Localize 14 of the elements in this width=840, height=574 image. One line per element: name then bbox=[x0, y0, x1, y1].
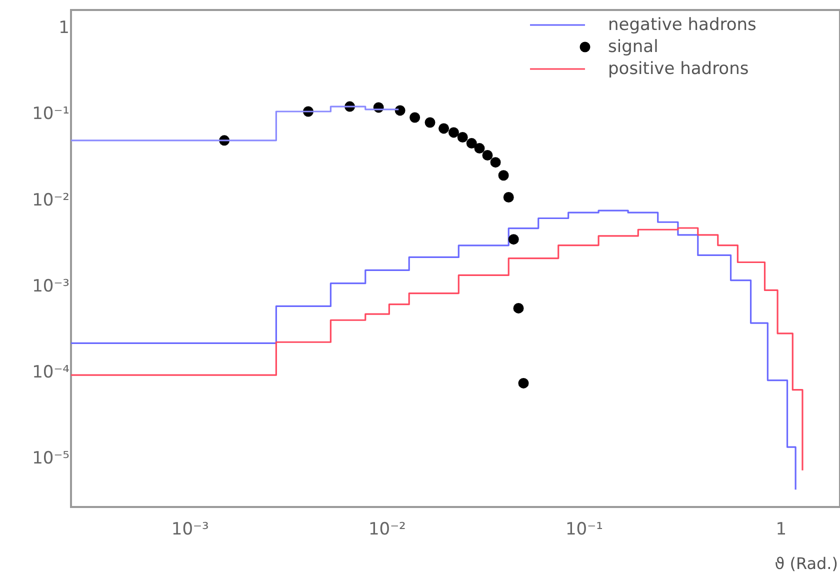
x-tick-label: 10⁻³ bbox=[171, 520, 209, 540]
y-tick-label: 10⁻² bbox=[32, 190, 70, 210]
x-axis-title: ϑ (Rad.) bbox=[774, 554, 838, 573]
legend-label: negative hadrons bbox=[608, 15, 757, 35]
x-tick-label: 1 bbox=[776, 520, 787, 540]
x-tick-label: 10⁻² bbox=[368, 520, 406, 540]
y-tick-label: 10⁻³ bbox=[32, 276, 70, 296]
y-tick-label: 1 bbox=[58, 18, 70, 38]
y-tick-label: 10⁻¹ bbox=[32, 104, 70, 124]
legend-label: signal bbox=[608, 37, 658, 57]
x-tick-label: 10⁻¹ bbox=[565, 520, 603, 540]
legend-label: positive hadrons bbox=[608, 59, 749, 79]
y-tick-label: 10⁻⁴ bbox=[32, 362, 70, 382]
y-tick-label: 10⁻⁵ bbox=[32, 448, 70, 469]
